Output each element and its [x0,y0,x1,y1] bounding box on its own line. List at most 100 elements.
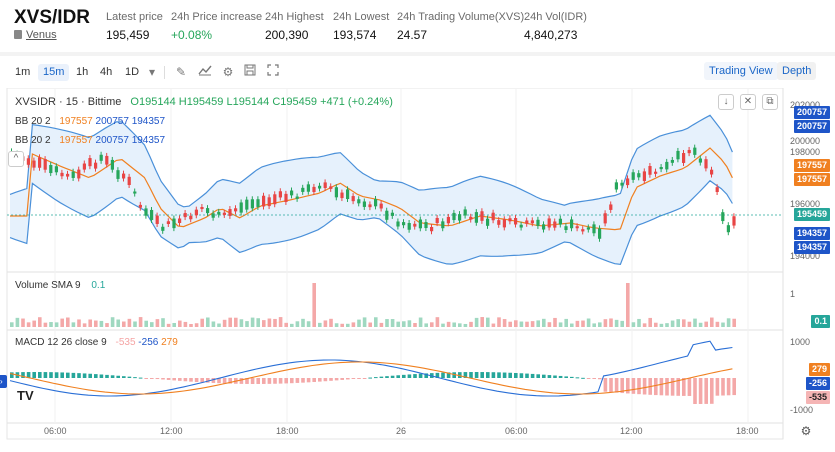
settings-icon[interactable]: ⚙ [800,424,812,438]
dropdown-icon[interactable]: ▾ [148,65,156,79]
macd-tag-line: -256 [805,377,830,390]
candle [116,170,120,179]
volume-bar [26,322,31,327]
macd-hist-bar [446,372,451,378]
macd-hist-bar [407,374,412,378]
candle [144,208,148,216]
volume-bar [262,320,266,327]
draw-icon[interactable]: ✎ [175,65,187,79]
macd-hist-bar [194,378,199,383]
close-icon[interactable]: ✕ [740,94,756,110]
volume-bar [66,317,70,327]
tf-4h[interactable]: 4h [100,66,113,78]
candle [43,159,47,170]
candle [491,212,495,221]
macd-hist-bar [54,372,59,378]
candle [82,163,86,170]
volume-bar [178,320,182,327]
volume-bar [575,320,580,327]
macd-hist-bar [99,374,104,378]
candle [211,213,215,218]
settings-icon[interactable]: ⚙ [222,65,234,79]
candle [446,216,450,224]
candle [732,216,736,226]
candle [71,171,75,178]
price-tag-bb-lower: 194357 [793,241,830,254]
price-axis-label: 194000 [790,251,821,261]
candle [519,224,523,228]
macd-hist-bar [21,372,25,378]
chart-canvas[interactable] [0,88,835,452]
volume-bar [614,319,619,327]
fullscreen-icon[interactable] [265,64,281,80]
price-chart[interactable]: XVSIDR · 15 · Bittime O195144 H195459 L1… [0,88,835,452]
macd-hist-bar [570,376,574,378]
volume-bar [150,322,154,327]
candle [166,221,170,224]
tab-depth[interactable]: Depth [777,62,817,80]
ohlc-change: +471 (+0.24%) [320,96,393,108]
collapse-legend-button[interactable]: ^ [8,151,24,167]
candle [94,162,98,169]
candle [385,210,389,220]
volume-bar [189,323,193,327]
pane-handle[interactable]: › [0,375,7,388]
volume-bar [239,319,244,327]
candle [508,218,512,222]
candle [514,218,518,225]
macd-hist-bar [609,378,613,393]
macd-hist-bar [301,378,305,383]
maximize-icon[interactable]: ⧉ [762,94,778,110]
candle [586,227,590,230]
volume-bar [581,320,585,327]
macd-hist-bar [665,378,669,396]
volume-bar [301,318,305,327]
stat-value-volume-xvs: 24.57 [397,28,428,42]
macd-hist-bar [659,378,664,396]
tab-trading-view[interactable]: Trading View [704,62,778,80]
price-axis-label: 200000 [790,136,821,146]
candle [486,218,490,226]
candle [710,169,714,175]
macd-hist-bar [334,378,339,381]
tf-1h[interactable]: 1h [76,66,89,78]
volume-legend: Volume SMA 9 0.1 [15,280,105,291]
tf-15m[interactable]: 15m [38,64,70,81]
stat-label-latest: Latest price [106,11,163,23]
indicator-icon[interactable] [197,64,213,80]
macd-tag-hist: -535 [805,391,830,404]
macd-hist-bar [631,378,636,394]
macd-hist-bar [698,378,703,404]
bb-upper-value: 200757 [95,135,129,146]
macd-hist-bar [508,372,512,378]
macd-hist-bar [273,378,277,384]
volume-bar [374,317,378,327]
save-icon[interactable] [242,64,258,80]
macd-hist-bar [614,378,619,393]
volume-bar [127,318,132,327]
candle [357,199,361,204]
volume-bar [88,319,92,327]
exchange-link[interactable]: Venus [26,29,57,41]
volume-bar [200,318,204,327]
volume-bar [256,318,260,327]
macd-hist-bar [144,378,148,379]
macd-hist-bar [626,378,630,394]
stat-label-volume-idr: 24h Vol(IDR) [524,11,587,23]
volume-bar [295,321,300,327]
price-tag-bb-upper: 200757 [793,106,830,119]
arrow-down-icon[interactable]: ↓ [718,94,734,110]
candle [329,186,333,189]
volume-bar [228,317,232,327]
tf-1d[interactable]: 1D [125,66,140,78]
candle [172,218,176,229]
volume-bar [446,321,451,327]
candle [161,226,165,231]
volume-bar [480,317,484,327]
bb-legend-2: BB 20 2 197557 200757 194357 [15,135,165,146]
volume-bar [390,319,395,327]
macd-hist-bar [38,372,42,378]
macd-hist-value: -535 [115,337,136,348]
macd-hist-bar [222,378,227,384]
tf-1m[interactable]: 1m [15,66,31,78]
